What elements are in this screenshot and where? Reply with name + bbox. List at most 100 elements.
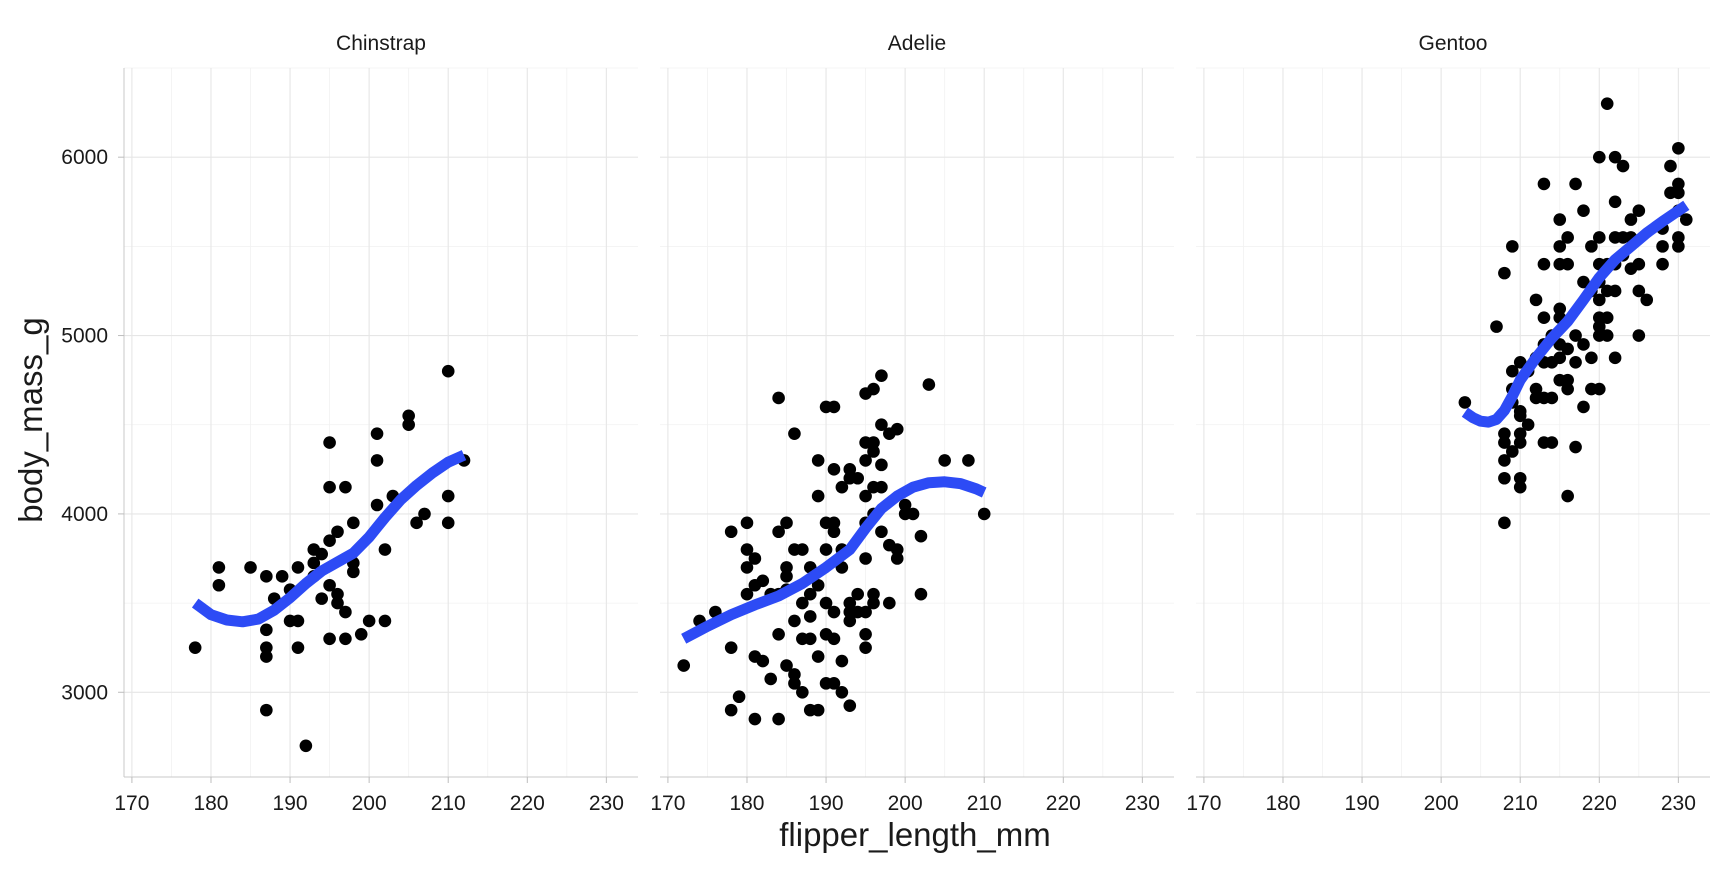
data-point	[378, 543, 392, 556]
data-point	[867, 587, 880, 601]
data-point	[811, 489, 825, 503]
data-point	[291, 614, 305, 628]
data-point	[859, 454, 872, 467]
facet-label-gentoo: Gentoo	[1419, 32, 1488, 55]
data-point	[827, 605, 841, 619]
x-tick-label: 210	[1503, 792, 1538, 815]
point-layer	[677, 369, 991, 726]
data-point	[883, 596, 896, 610]
x-tick-label: 200	[352, 792, 387, 815]
data-point	[677, 659, 691, 672]
x-tick-label: 170	[650, 792, 685, 815]
data-point	[1569, 177, 1582, 191]
data-point	[780, 659, 793, 672]
y-tick-label: 5000	[61, 325, 108, 348]
data-point	[1498, 471, 1511, 485]
data-point	[843, 596, 857, 610]
smooth-trend-line	[681, 476, 987, 644]
data-point	[1490, 320, 1503, 333]
data-point	[1545, 436, 1559, 449]
data-point	[1498, 436, 1511, 449]
data-point	[1498, 427, 1511, 440]
data-point	[339, 632, 352, 646]
data-point	[402, 418, 415, 432]
data-point	[1679, 213, 1693, 226]
x-tick-label: 200	[888, 792, 923, 815]
data-point	[244, 561, 257, 574]
data-point	[1506, 364, 1519, 378]
data-point	[867, 382, 880, 396]
y-tick-label: 3000	[61, 681, 108, 704]
data-point	[354, 628, 368, 641]
data-point	[1632, 204, 1646, 217]
data-point	[756, 654, 770, 668]
data-point	[1529, 293, 1543, 307]
data-point	[764, 672, 778, 686]
data-point	[843, 699, 857, 712]
data-point	[890, 543, 904, 556]
data-point	[1616, 159, 1630, 173]
data-point	[875, 418, 888, 432]
data-point	[1577, 204, 1590, 217]
data-point	[1513, 427, 1527, 440]
data-point	[347, 565, 360, 579]
data-point	[212, 578, 226, 592]
data-point	[1672, 240, 1685, 253]
data-point	[1577, 400, 1590, 414]
x-tick-label: 180	[729, 792, 764, 815]
data-point	[1608, 195, 1622, 209]
data-point	[843, 614, 857, 628]
data-point	[772, 525, 785, 539]
data-point	[1561, 489, 1574, 503]
data-point	[740, 561, 754, 574]
data-point	[1585, 351, 1598, 365]
data-point	[875, 525, 888, 539]
data-point	[724, 703, 738, 717]
data-point	[740, 587, 754, 601]
data-point	[859, 628, 872, 641]
data-point	[1632, 329, 1646, 342]
data-point	[788, 677, 801, 690]
x-tick-label: 190	[1345, 792, 1380, 815]
data-point	[1529, 382, 1543, 396]
data-point	[1513, 480, 1527, 494]
data-point	[796, 685, 809, 699]
data-point	[1506, 445, 1519, 458]
data-point	[1561, 342, 1574, 356]
data-point	[1672, 231, 1685, 244]
data-point	[827, 632, 841, 646]
data-point	[260, 623, 273, 637]
data-point	[803, 632, 817, 646]
data-point	[1608, 284, 1622, 298]
data-point	[1498, 516, 1511, 530]
x-axis-title: flipper_length_mm	[779, 816, 1050, 853]
data-point	[370, 498, 384, 512]
data-point	[1513, 471, 1527, 485]
data-point	[811, 703, 825, 717]
x-tick-label: 230	[589, 792, 624, 815]
x-tick-label: 170	[114, 792, 149, 815]
data-point	[323, 436, 336, 449]
data-point	[1553, 302, 1567, 316]
x-tick-label: 190	[273, 792, 308, 815]
data-point	[1553, 351, 1567, 365]
data-point	[331, 596, 344, 610]
data-point	[1600, 311, 1614, 325]
data-point	[299, 739, 313, 753]
x-tick-label: 220	[1582, 792, 1617, 815]
data-point	[780, 516, 793, 530]
data-point	[1592, 231, 1606, 244]
data-point	[811, 454, 825, 467]
data-point	[1577, 275, 1590, 289]
data-point	[772, 391, 785, 405]
data-point	[859, 641, 872, 654]
data-point	[1561, 382, 1574, 396]
data-point	[1561, 257, 1574, 271]
data-point	[378, 614, 392, 628]
data-point	[1458, 396, 1472, 409]
x-tick-label: 180	[1265, 792, 1300, 815]
facet-label-chinstrap: Chinstrap	[336, 32, 426, 55]
data-point	[772, 628, 785, 641]
data-point	[1537, 311, 1551, 325]
